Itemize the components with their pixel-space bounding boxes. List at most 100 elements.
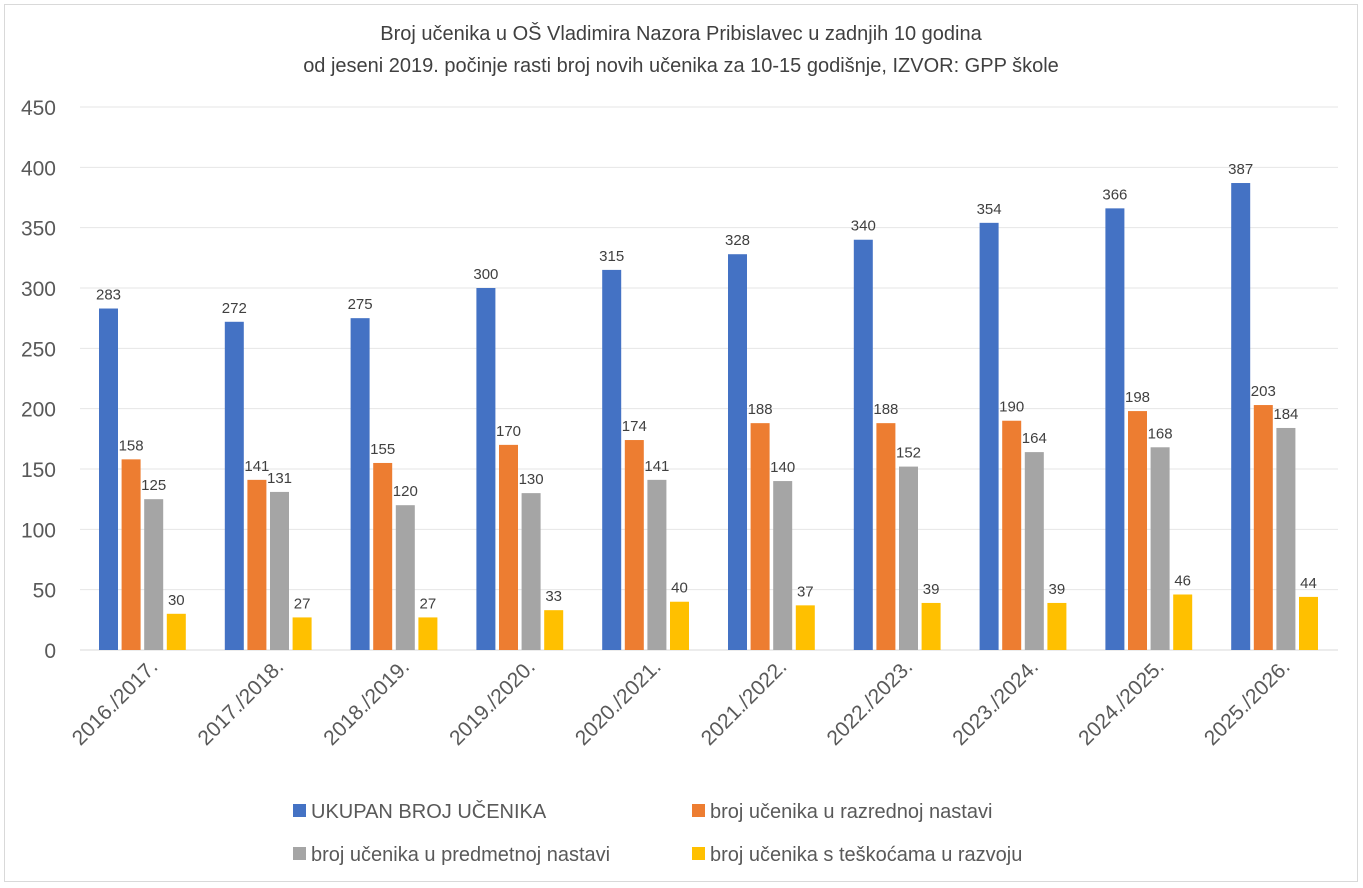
data-label: 184: [1273, 406, 1298, 423]
x-tick-label: 2021./2022.: [697, 655, 792, 750]
data-label: 30: [168, 592, 185, 609]
bar-2: [270, 491, 289, 650]
bar-1: [499, 444, 518, 650]
legend-swatch: [692, 804, 705, 817]
bar-1: [624, 440, 644, 650]
data-label: 140: [770, 459, 795, 476]
data-label: 141: [644, 458, 669, 475]
bar-0: [224, 321, 244, 650]
x-tick-label: 2022./2023.: [823, 655, 918, 750]
data-label: 39: [1049, 581, 1066, 598]
data-label: 27: [420, 595, 437, 612]
bar-1: [121, 459, 141, 650]
bar-2: [144, 499, 164, 650]
data-label: 125: [141, 477, 166, 494]
bar-0: [1231, 183, 1251, 650]
y-tick-label: 350: [21, 218, 56, 241]
data-label: 40: [671, 580, 688, 597]
bar-0: [99, 308, 118, 650]
bar-2: [1024, 452, 1044, 650]
bar-0: [602, 269, 622, 650]
x-tick-label: 2017./2018.: [194, 655, 289, 750]
y-tick-label: 150: [21, 459, 56, 482]
bar-3: [544, 610, 564, 650]
x-tick-label: 2018./2019.: [319, 655, 414, 750]
x-tick-label: 2025./2026.: [1200, 655, 1295, 750]
data-label: 120: [393, 483, 418, 500]
data-label: 315: [599, 248, 624, 265]
chart-title: Broj učenika u OŠ Vladimira Nazora Pribi…: [380, 22, 982, 45]
bar-2: [899, 466, 918, 650]
x-tick-label: 2016./2017.: [68, 655, 163, 750]
data-label: 366: [1102, 186, 1127, 203]
data-label: 170: [496, 423, 521, 440]
chart-subtitle: od jeseni 2019. počinje rasti broj novih…: [303, 55, 1059, 77]
data-label: 39: [923, 581, 940, 598]
data-label: 203: [1251, 383, 1276, 400]
x-tick-label: 2019./2020.: [445, 655, 540, 750]
data-label: 328: [725, 232, 750, 249]
chart-frame: [4, 4, 1358, 882]
legend-swatch: [293, 847, 306, 860]
data-label: 275: [348, 296, 373, 313]
legend-swatch: [293, 804, 306, 817]
bar-2: [521, 493, 541, 650]
bar-1: [373, 462, 393, 650]
bar-2: [773, 481, 793, 650]
bar-3: [670, 601, 689, 650]
data-label: 190: [999, 399, 1024, 416]
y-tick-label: 50: [33, 580, 56, 603]
legend-label: broj učenika u predmetnoj nastavi: [311, 844, 610, 866]
bar-3: [921, 602, 941, 650]
y-tick-label: 400: [21, 157, 56, 180]
data-label: 174: [622, 418, 647, 435]
data-label: 188: [873, 401, 898, 418]
bar-1: [876, 423, 896, 650]
y-tick-label: 100: [21, 519, 56, 542]
y-tick-label: 450: [21, 97, 56, 120]
data-label: 27: [294, 595, 311, 612]
data-label: 46: [1174, 572, 1191, 589]
bar-0: [1105, 208, 1125, 651]
data-label: 37: [797, 583, 814, 600]
data-label: 158: [119, 437, 144, 454]
bar-2: [1150, 447, 1170, 650]
data-label: 188: [748, 401, 773, 418]
x-tick-label: 2023./2024.: [948, 655, 1043, 750]
bar-1: [1128, 411, 1147, 650]
bar-2: [395, 505, 415, 650]
legend-label: broj učenika s teškoćama u razvoju: [710, 844, 1022, 866]
data-label: 130: [519, 471, 544, 488]
y-tick-label: 300: [21, 278, 56, 301]
legend-label: UKUPAN BROJ UČENIKA: [311, 800, 547, 823]
y-tick-label: 0: [44, 640, 56, 663]
bar-3: [1047, 602, 1067, 650]
data-label: 340: [851, 218, 876, 235]
legend-label: broj učenika u razrednoj nastavi: [710, 801, 992, 823]
bar-3: [1173, 594, 1193, 650]
bar-0: [728, 254, 747, 651]
bar-3: [1299, 596, 1318, 650]
bar-3: [795, 605, 815, 650]
bar-3: [292, 617, 312, 650]
bar-0: [979, 222, 999, 650]
legend-swatch: [692, 847, 705, 860]
data-label: 354: [977, 201, 1002, 218]
data-label: 272: [222, 300, 247, 317]
bar-2: [647, 479, 667, 650]
x-tick-label: 2020./2021.: [571, 655, 666, 750]
data-label: 198: [1125, 389, 1150, 406]
x-tick-label: 2024./2025.: [1074, 655, 1169, 750]
data-label: 168: [1148, 425, 1173, 442]
data-label: 131: [267, 470, 292, 487]
data-label: 152: [896, 445, 921, 462]
data-label: 33: [545, 588, 562, 605]
bar-1: [247, 479, 267, 650]
data-label: 141: [244, 458, 269, 475]
bar-0: [853, 239, 873, 650]
bar-2: [1276, 427, 1296, 650]
bar-0: [350, 318, 370, 650]
bar-3: [166, 613, 186, 650]
data-label: 283: [96, 287, 121, 304]
